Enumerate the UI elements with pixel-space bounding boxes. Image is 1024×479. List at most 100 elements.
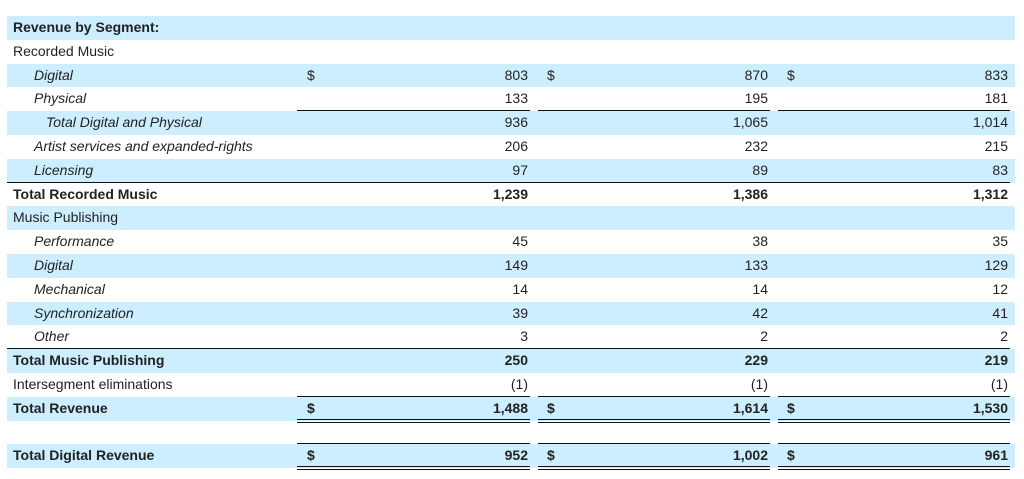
table-row: Total Digital and Physical 936 1,065 1,014	[7, 111, 1015, 135]
cell-value: 1,065	[732, 114, 768, 131]
row-label: Licensing	[34, 161, 94, 178]
double-rule	[538, 466, 770, 471]
cell-value: 232	[744, 138, 768, 154]
cell-value: 35	[992, 233, 1008, 250]
table-row: Digital $803 $870 $833	[7, 63, 1015, 88]
cell-value: 41	[992, 304, 1008, 321]
cell-value: 870	[744, 66, 768, 83]
row-label: Physical	[34, 90, 87, 107]
cell-value: 3	[520, 328, 528, 345]
cell-value: 1,530	[972, 399, 1008, 416]
table-row: Revenue by Segment:	[7, 16, 1015, 40]
table-row: Digital 149 133 129	[7, 254, 1015, 278]
row-label: Revenue by Segment:	[13, 19, 160, 35]
cell-value: 219	[984, 352, 1008, 369]
cell-value: 1,386	[732, 185, 768, 202]
currency-sign: $	[787, 399, 795, 416]
cell-value: 14	[752, 280, 768, 297]
table-row: Performance 45 38 35	[7, 230, 1015, 254]
currency-sign: $	[307, 66, 315, 83]
cell-value: 39	[512, 304, 528, 321]
row-label: Total Recorded Music	[13, 185, 158, 202]
rule-line	[297, 395, 530, 397]
cell-value: 89	[752, 161, 768, 178]
cell-value: 42	[752, 304, 768, 321]
cell-value: 14	[512, 280, 528, 297]
cell-value: 215	[984, 138, 1008, 154]
rule-line	[778, 443, 1010, 445]
cell-value: 1,312	[972, 185, 1008, 202]
row-label: Total Digital and Physical	[46, 114, 202, 131]
cell-value: (1)	[750, 376, 768, 392]
row-label: Recorded Music	[13, 42, 115, 59]
rule-line	[297, 443, 530, 445]
cell-value: 803	[504, 66, 528, 83]
rule-line	[538, 443, 770, 445]
cell-value: 133	[744, 257, 768, 273]
row-label: Digital	[34, 66, 73, 83]
double-rule	[778, 466, 1010, 471]
currency-sign: $	[307, 399, 315, 416]
row-label: Total Music Publishing	[13, 352, 165, 369]
cell-value: 961	[984, 447, 1008, 464]
row-label: Digital	[34, 257, 73, 273]
currency-sign: $	[547, 399, 555, 416]
table-row: Artist services and expanded-rights 206 23…	[7, 135, 1015, 159]
cell-value: 97	[512, 161, 528, 178]
currency-sign: $	[787, 447, 795, 464]
rule-line	[778, 110, 1010, 112]
row-label: Mechanical	[34, 280, 105, 297]
table-row: Physical 133 195 181	[7, 87, 1015, 111]
double-rule	[778, 418, 1010, 423]
cell-value: 129	[984, 257, 1008, 273]
double-rule	[297, 418, 530, 423]
table-row: Licensing 97 89 83	[7, 158, 1015, 183]
currency-sign: $	[547, 447, 555, 464]
row-label: Music Publishing	[13, 209, 119, 226]
double-rule	[538, 418, 770, 423]
row-label: Synchronization	[34, 304, 134, 321]
rule-line	[538, 110, 770, 112]
table-row: Total Music Publishing 250 229 219	[7, 349, 1015, 373]
double-rule	[297, 466, 530, 471]
row-label: Performance	[34, 233, 115, 250]
rule-line	[7, 348, 1010, 350]
cell-value: 206	[504, 138, 528, 154]
row-label: Total Revenue	[13, 399, 108, 416]
cell-value: 1,014	[972, 114, 1008, 131]
row-label: Other	[34, 328, 70, 345]
row-label: Artist services and expanded-rights	[34, 138, 253, 154]
table-row: Intersegment eliminations (1) (1) (1)	[7, 373, 1015, 397]
currency-sign: $	[787, 66, 795, 83]
table-row: Recorded Music	[7, 40, 1015, 64]
table-row: Total Recorded Music 1,239 1,386 1,312	[7, 183, 1015, 207]
table-row: Total Revenue $1,488 $1,614 $1,530	[7, 396, 1015, 421]
table-row: Total Digital Revenue $952 $1,002 $961	[7, 444, 1015, 469]
cell-value: 936	[504, 114, 528, 131]
cell-value: (1)	[990, 376, 1008, 392]
table-row: Music Publishing	[7, 206, 1015, 231]
cell-value: 1,614	[732, 399, 768, 416]
cell-value: 1,488	[492, 399, 528, 416]
cell-value: 83	[992, 161, 1008, 178]
rule-line	[538, 395, 770, 397]
table-row: Synchronization 39 42 41	[7, 301, 1015, 326]
table-row: Mechanical 14 14 12	[7, 278, 1015, 302]
cell-value: 149	[504, 257, 528, 273]
cell-value: 952	[504, 447, 528, 464]
cell-value: 2	[760, 328, 768, 345]
cell-value: (1)	[510, 376, 528, 392]
rule-line	[7, 181, 1010, 183]
cell-value: 195	[744, 90, 768, 107]
cell-value: 12	[992, 280, 1008, 297]
cell-value: 181	[984, 90, 1008, 107]
cell-value: 250	[504, 352, 528, 369]
row-label: Intersegment eliminations	[13, 376, 173, 392]
cell-value: 229	[744, 352, 768, 369]
table-row: Other 3 2 2	[7, 325, 1015, 349]
cell-value: 1,002	[732, 447, 768, 464]
cell-value: 2	[1000, 328, 1008, 345]
cell-value: 45	[512, 233, 528, 250]
rule-line	[297, 110, 530, 112]
